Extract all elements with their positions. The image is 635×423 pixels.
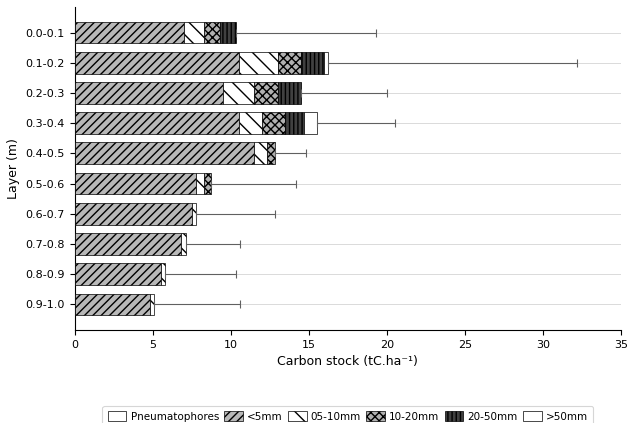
Bar bbox=[254, 143, 267, 164]
Bar bbox=[161, 263, 165, 285]
Bar bbox=[286, 112, 304, 134]
Bar bbox=[75, 82, 223, 104]
Bar bbox=[75, 143, 254, 164]
Bar bbox=[262, 112, 286, 134]
X-axis label: Carbon stock (tC.ha⁻¹): Carbon stock (tC.ha⁻¹) bbox=[277, 355, 418, 368]
Bar bbox=[196, 173, 204, 195]
Bar bbox=[239, 52, 277, 74]
Bar bbox=[301, 52, 324, 74]
Bar bbox=[204, 22, 220, 44]
Bar bbox=[223, 82, 254, 104]
Bar bbox=[254, 82, 277, 104]
Bar bbox=[181, 233, 185, 255]
Bar bbox=[204, 173, 211, 195]
Bar bbox=[75, 173, 196, 195]
Bar bbox=[277, 82, 301, 104]
Bar bbox=[324, 52, 328, 74]
Bar bbox=[75, 22, 184, 44]
Bar bbox=[277, 52, 301, 74]
Bar bbox=[304, 112, 317, 134]
Bar bbox=[75, 203, 192, 225]
Bar bbox=[75, 112, 239, 134]
Bar bbox=[150, 294, 154, 315]
Bar bbox=[184, 22, 204, 44]
Legend: Pneumatophores, <5mm, 05-10mm, 10-20mm, 20-50mm, >50mm: Pneumatophores, <5mm, 05-10mm, 10-20mm, … bbox=[102, 406, 593, 423]
Y-axis label: Layer (m): Layer (m) bbox=[7, 138, 20, 199]
Bar bbox=[75, 233, 181, 255]
Bar bbox=[239, 112, 262, 134]
Bar bbox=[267, 143, 274, 164]
Bar bbox=[75, 263, 161, 285]
Bar bbox=[220, 22, 236, 44]
Bar bbox=[75, 52, 239, 74]
Bar bbox=[192, 203, 196, 225]
Bar bbox=[75, 294, 150, 315]
